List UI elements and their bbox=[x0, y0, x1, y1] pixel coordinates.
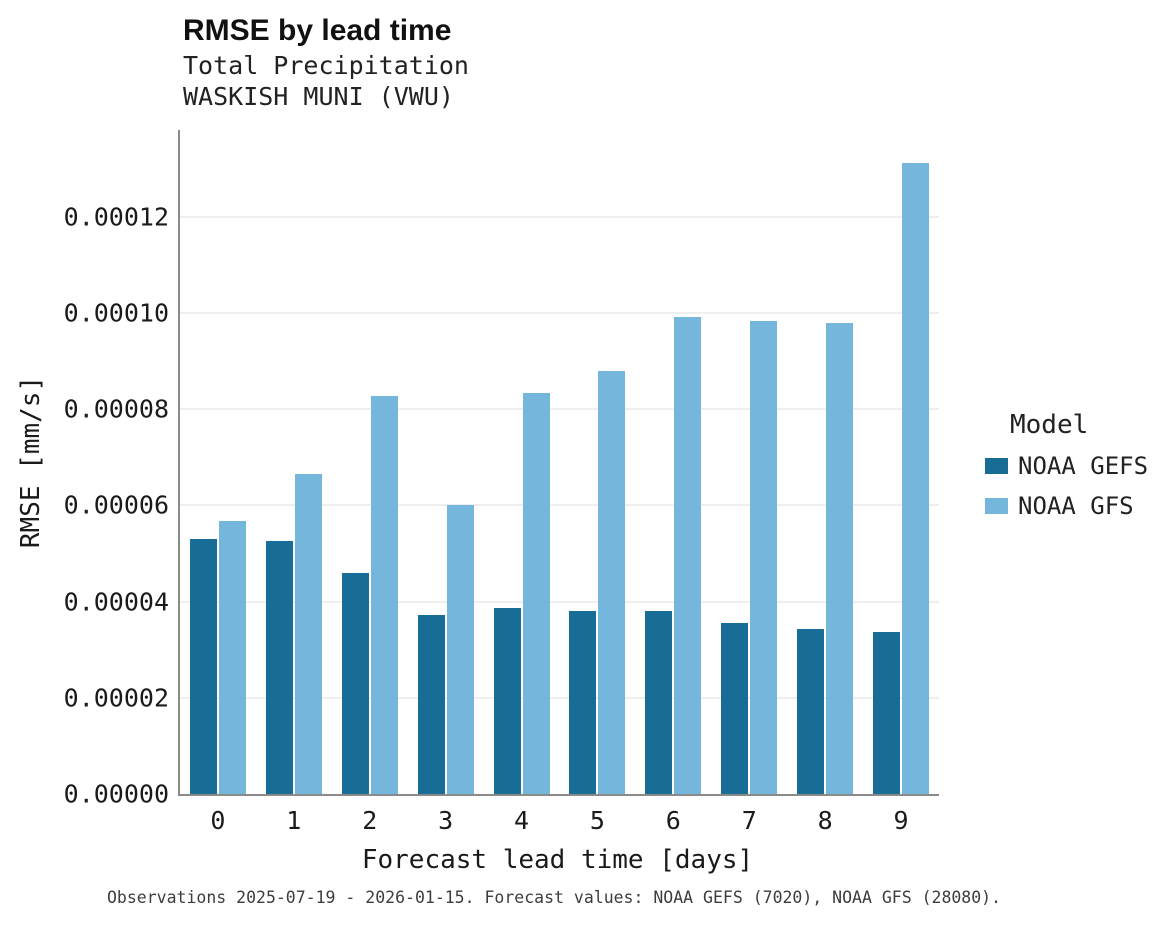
bar-noaa-gfs-day-8 bbox=[826, 323, 854, 794]
bar-noaa-gefs-day-2 bbox=[341, 572, 369, 794]
legend-label-noaa-gfs: NOAA GFS bbox=[1018, 492, 1134, 520]
legend-label-noaa-gefs: NOAA GEFS bbox=[1018, 452, 1149, 480]
y-tick-label: 0.00002 bbox=[63, 683, 169, 713]
x-tick-label: 4 bbox=[514, 806, 530, 835]
bar-group-day-4 bbox=[484, 130, 560, 794]
plot-area: 0.00000 0.00002 0.00004 0.00006 0.00008 0.000… bbox=[64, 130, 939, 835]
x-tick-label: 7 bbox=[741, 806, 757, 835]
bar-noaa-gefs-day-6 bbox=[645, 611, 673, 794]
bar-group-day-2 bbox=[332, 130, 408, 794]
bar-noaa-gefs-day-8 bbox=[797, 629, 825, 794]
bar-noaa-gfs-day-6 bbox=[674, 316, 702, 794]
bar-noaa-gefs-day-9 bbox=[873, 631, 901, 794]
gridline bbox=[180, 408, 939, 410]
legend-title: Model bbox=[1010, 410, 1089, 440]
bar-noaa-gefs-day-3 bbox=[417, 614, 445, 794]
legend-entry-noaa-gefs: NOAA GEFS bbox=[985, 452, 1148, 480]
legend-swatch-noaa-gefs bbox=[985, 458, 1008, 474]
x-tick-label: 3 bbox=[438, 806, 454, 835]
subtitle-station: WASKISH MUNI (VWU) bbox=[183, 82, 454, 111]
bar-group-day-6 bbox=[635, 130, 711, 794]
y-tick-label: 0.00004 bbox=[63, 587, 169, 617]
bar-noaa-gfs-day-0 bbox=[218, 521, 246, 794]
bar-noaa-gefs-day-1 bbox=[265, 541, 293, 794]
bar-noaa-gfs-day-1 bbox=[294, 474, 322, 794]
bar-noaa-gefs-day-4 bbox=[493, 607, 521, 794]
bar-noaa-gefs-day-5 bbox=[569, 611, 597, 794]
chart-subtitle: Total Precipitation WASKISH MUNI (VWU) bbox=[183, 50, 469, 112]
x-tick-label: 2 bbox=[362, 806, 378, 835]
y-tick-label: 0.00008 bbox=[63, 394, 169, 424]
bar-group-day-3 bbox=[408, 130, 484, 794]
gridline bbox=[180, 312, 939, 314]
bar-group-day-5 bbox=[560, 130, 636, 794]
legend-swatch-noaa-gfs bbox=[985, 498, 1008, 514]
y-tick-label: 0.00006 bbox=[63, 490, 169, 520]
bar-group-day-1 bbox=[256, 130, 332, 794]
x-tick-label: 1 bbox=[286, 806, 302, 835]
x-tick-label: 8 bbox=[817, 806, 833, 835]
y-tick-label: 0.00012 bbox=[63, 202, 169, 232]
y-tick-label: 0.00010 bbox=[63, 298, 169, 328]
y-axis-title: RMSE [mm/s] bbox=[16, 375, 46, 549]
y-tick-label: 0.00000 bbox=[63, 779, 169, 809]
gridline bbox=[180, 697, 939, 699]
legend-entry-noaa-gfs: NOAA GFS bbox=[985, 492, 1148, 520]
x-tick-label: 9 bbox=[893, 806, 909, 835]
bar-noaa-gfs-day-7 bbox=[750, 321, 778, 794]
bar-noaa-gfs-day-4 bbox=[522, 393, 550, 794]
x-axis-title: Forecast lead time [days] bbox=[361, 845, 754, 875]
bar-noaa-gfs-day-9 bbox=[902, 162, 930, 794]
bar-noaa-gfs-day-2 bbox=[370, 396, 398, 794]
legend: Model NOAA GEFS NOAA GFS bbox=[985, 410, 1148, 532]
gridline bbox=[180, 504, 939, 506]
bar-group-day-9 bbox=[863, 130, 939, 794]
chart-title: RMSE by lead time bbox=[183, 14, 452, 47]
caption: Observations 2025-07-19 - 2026-01-15. Fo… bbox=[107, 888, 1002, 907]
gridline bbox=[180, 601, 939, 603]
bar-group-day-7 bbox=[711, 130, 787, 794]
x-tick-label: 6 bbox=[665, 806, 681, 835]
subtitle-variable: Total Precipitation bbox=[183, 51, 469, 80]
gridline bbox=[180, 216, 939, 218]
bar-noaa-gefs-day-7 bbox=[721, 623, 749, 794]
bar-noaa-gefs-day-0 bbox=[189, 539, 217, 794]
x-tick-label: 5 bbox=[589, 806, 605, 835]
bar-group-day-0 bbox=[180, 130, 256, 794]
bar-noaa-gfs-day-5 bbox=[598, 370, 626, 794]
bar-group-day-8 bbox=[787, 130, 863, 794]
bar-noaa-gfs-day-3 bbox=[446, 505, 474, 794]
x-tick-label: 0 bbox=[210, 806, 226, 835]
legend-entries: NOAA GEFS NOAA GFS bbox=[985, 452, 1148, 520]
